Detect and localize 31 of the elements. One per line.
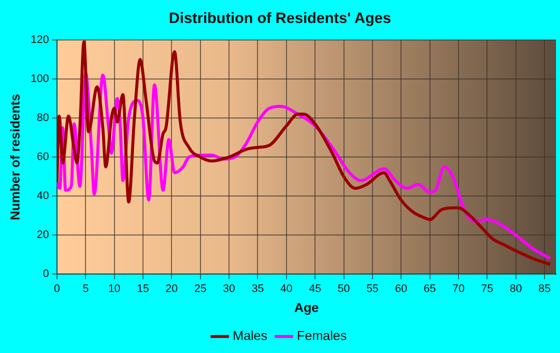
- chart-title: Distribution of Residents' Ages: [168, 10, 392, 28]
- y-axis-title: Number of residents: [7, 94, 22, 220]
- y-tick-label: 0: [42, 268, 49, 280]
- x-tick-label: 80: [510, 282, 522, 295]
- y-tick-label: 100: [30, 73, 49, 86]
- x-tick-label: 35: [252, 282, 264, 295]
- x-tick-label: 45: [308, 282, 322, 295]
- x-tick-label: 20: [166, 282, 178, 295]
- legend-label: Males: [232, 328, 268, 344]
- x-tick-label: 65: [424, 282, 436, 295]
- x-tick-label: 50: [338, 282, 350, 295]
- legend-label: Females: [296, 328, 348, 344]
- x-tick-label: 85: [538, 282, 551, 295]
- y-tick-label: 120: [30, 34, 49, 46]
- x-tick-label: 75: [481, 282, 494, 295]
- x-tick-label: 15: [136, 282, 150, 295]
- x-tick-label: 10: [108, 282, 120, 295]
- x-tick-label: 5: [82, 282, 89, 295]
- line-series: [56, 40, 552, 266]
- x-tick-label: 55: [366, 282, 379, 295]
- x-tick-label: 60: [395, 282, 408, 295]
- x-tick-label: 0: [54, 282, 60, 295]
- x-tick-label: 40: [280, 282, 293, 295]
- x-axis-title: Age: [294, 300, 319, 315]
- x-tick-label: 70: [452, 282, 465, 295]
- x-tick-label: 30: [222, 282, 236, 295]
- y-tick-label: 40: [36, 190, 49, 202]
- x-tick-label: 25: [194, 282, 206, 295]
- y-tick-label: 20: [36, 229, 49, 242]
- y-tick-label: 80: [36, 112, 49, 124]
- y-tick-label: 60: [36, 151, 49, 164]
